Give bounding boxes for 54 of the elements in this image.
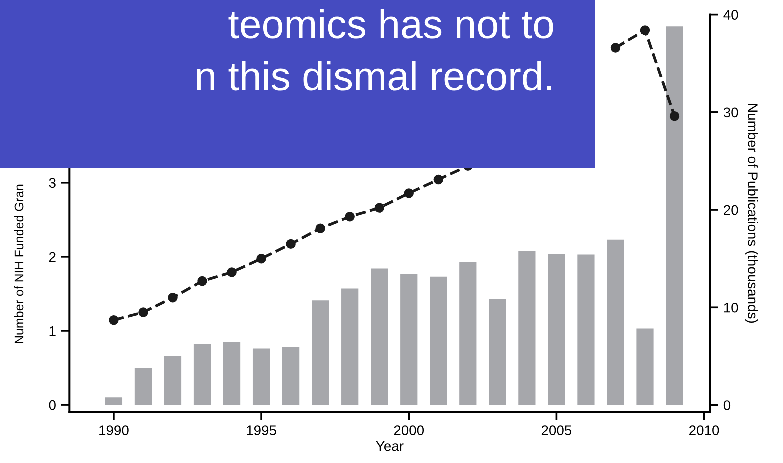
x-tick-label: 2010 [690,426,720,436]
point [138,308,148,318]
x-tick-label: 2005 [542,426,572,436]
annotation: teomics has not to [228,9,554,39]
y-tick-label: 2 [49,252,56,262]
point [316,224,326,234]
bar [518,251,536,406]
y-tick-label: 3 [49,178,56,188]
bar [548,254,566,406]
bar [194,344,212,406]
x-axis-title: Year [376,442,404,452]
point [610,43,621,53]
y2-tick-label: 40 [724,10,738,20]
point [256,254,266,264]
point [404,188,414,198]
point [374,203,384,213]
bar [636,328,654,406]
y-tick-label: 1 [50,326,56,336]
bar [400,274,418,406]
point [227,268,237,278]
bar [430,276,448,406]
bar [252,348,270,406]
x-tick-label: 2000 [394,426,424,436]
y2-tick-label: 10 [724,302,738,313]
bar [578,254,595,406]
bar [223,342,241,406]
x-tick-label: 1995 [247,426,276,436]
bar [666,26,684,406]
bar [282,347,300,406]
y-tick-label: 0 [49,400,56,410]
bar [342,288,359,406]
y2-tick-label: 20 [724,205,738,216]
y2-axis-title: Number of Publications (thousands) [745,104,758,323]
bar [489,299,506,406]
point [168,293,178,303]
point [198,276,208,286]
bar [164,356,182,406]
point [670,111,680,122]
y2-tick-label: 30 [724,108,738,118]
point [345,212,355,222]
bar [105,398,123,406]
point [640,26,650,36]
y2-tick-label: 0 [724,400,731,410]
bar [607,240,624,406]
point [286,239,296,250]
annotation: n this dismal record. [197,61,552,91]
x-tick-label: 1990 [100,426,129,436]
y-axis-title: Number of NIH Funded Gran [14,184,24,344]
bar [371,268,388,406]
bar [312,300,330,406]
point [109,315,119,326]
point [434,174,444,185]
bar [460,262,477,406]
bar [134,368,152,406]
